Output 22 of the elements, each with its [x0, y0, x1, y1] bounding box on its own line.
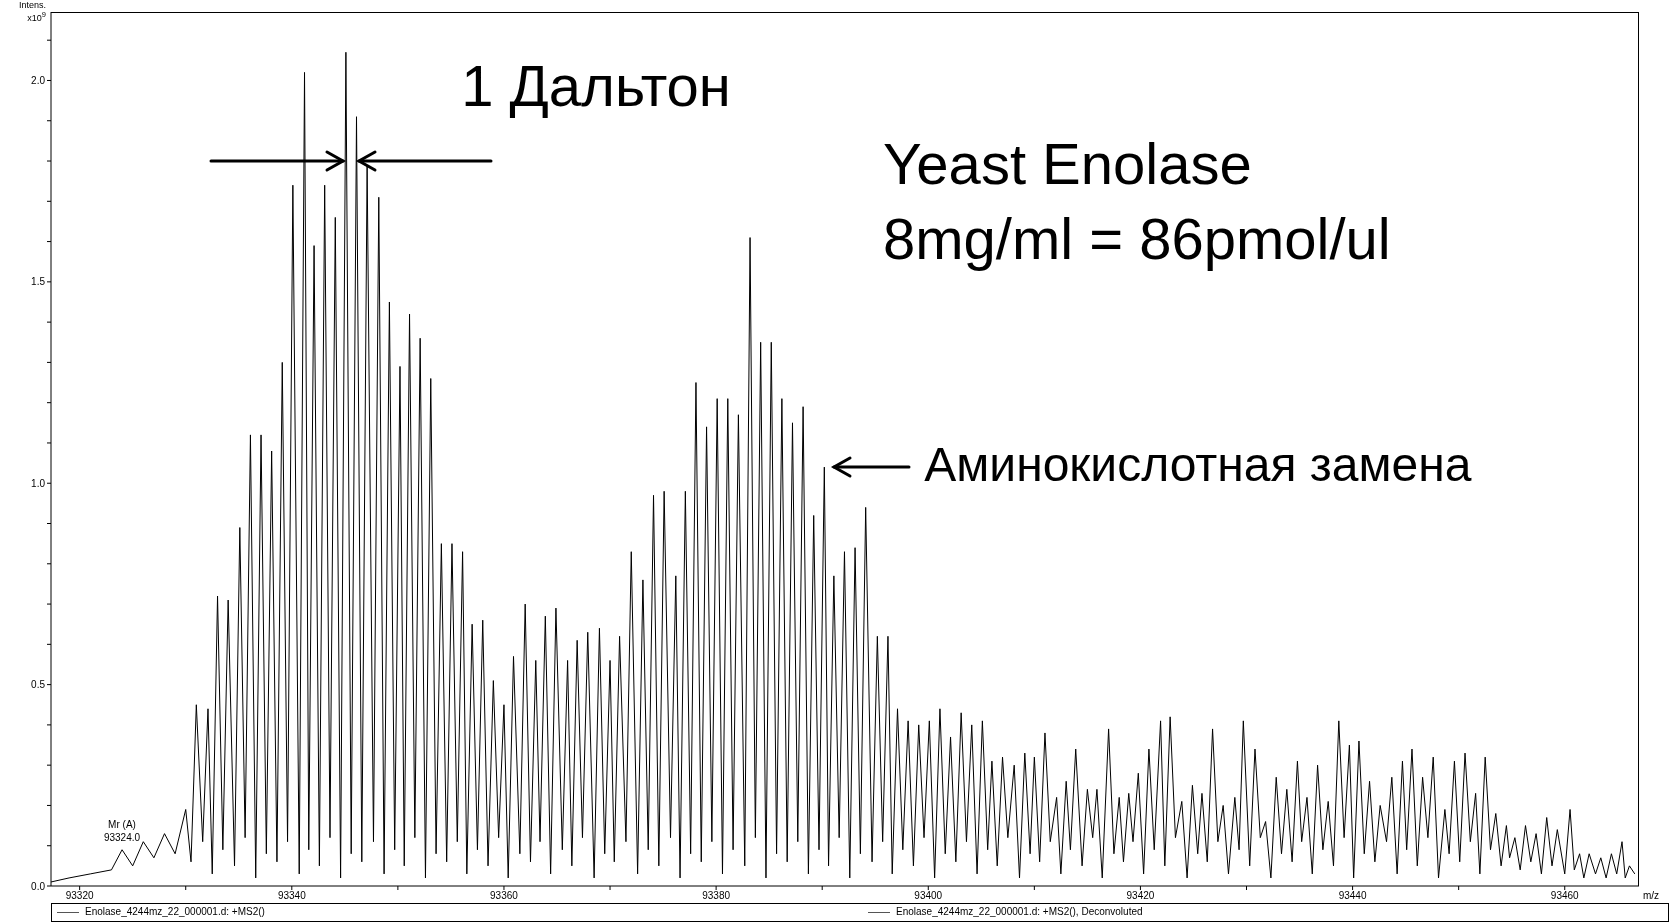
y-tick-label: 2.0	[31, 75, 46, 87]
x-axis-title: m/z	[1643, 890, 1660, 901]
x-tick-label: 93440	[1338, 890, 1367, 902]
text: Yeast Enolase	[883, 130, 1252, 198]
y-axis-title: Intens. x10$^{9}$	[17, 0, 46, 23]
y-tick-label: 0.5	[31, 679, 46, 691]
text: Enolase_4244mz_22_000001.d: +MS2(), Deconvoluted	[896, 905, 1143, 919]
x-tick-label: 93460	[1550, 890, 1580, 902]
x-tick-label: 93360	[490, 890, 519, 902]
annotation: Mr (A) 93324.0	[102, 818, 142, 844]
x-tick-label: 93400	[914, 890, 943, 902]
x-tick-label: 93340	[277, 890, 307, 902]
y-tick-label: 0.0	[31, 880, 46, 892]
y-tick-label: 1.0	[31, 477, 46, 489]
x-tick-label: 93320	[65, 890, 94, 902]
x-tick-label: 93420	[1126, 890, 1155, 902]
annotation: 1 Дальтон	[461, 52, 731, 120]
x-tick-label: 93380	[702, 890, 731, 902]
text: 8mg/ml = 86pmol/ul	[883, 205, 1391, 273]
y-tick-label: 1.5	[31, 276, 46, 288]
text: Enolase_4244mz_22_000001.d: +MS2()	[85, 905, 265, 919]
annotation: Аминокислотная замена	[924, 437, 1472, 494]
